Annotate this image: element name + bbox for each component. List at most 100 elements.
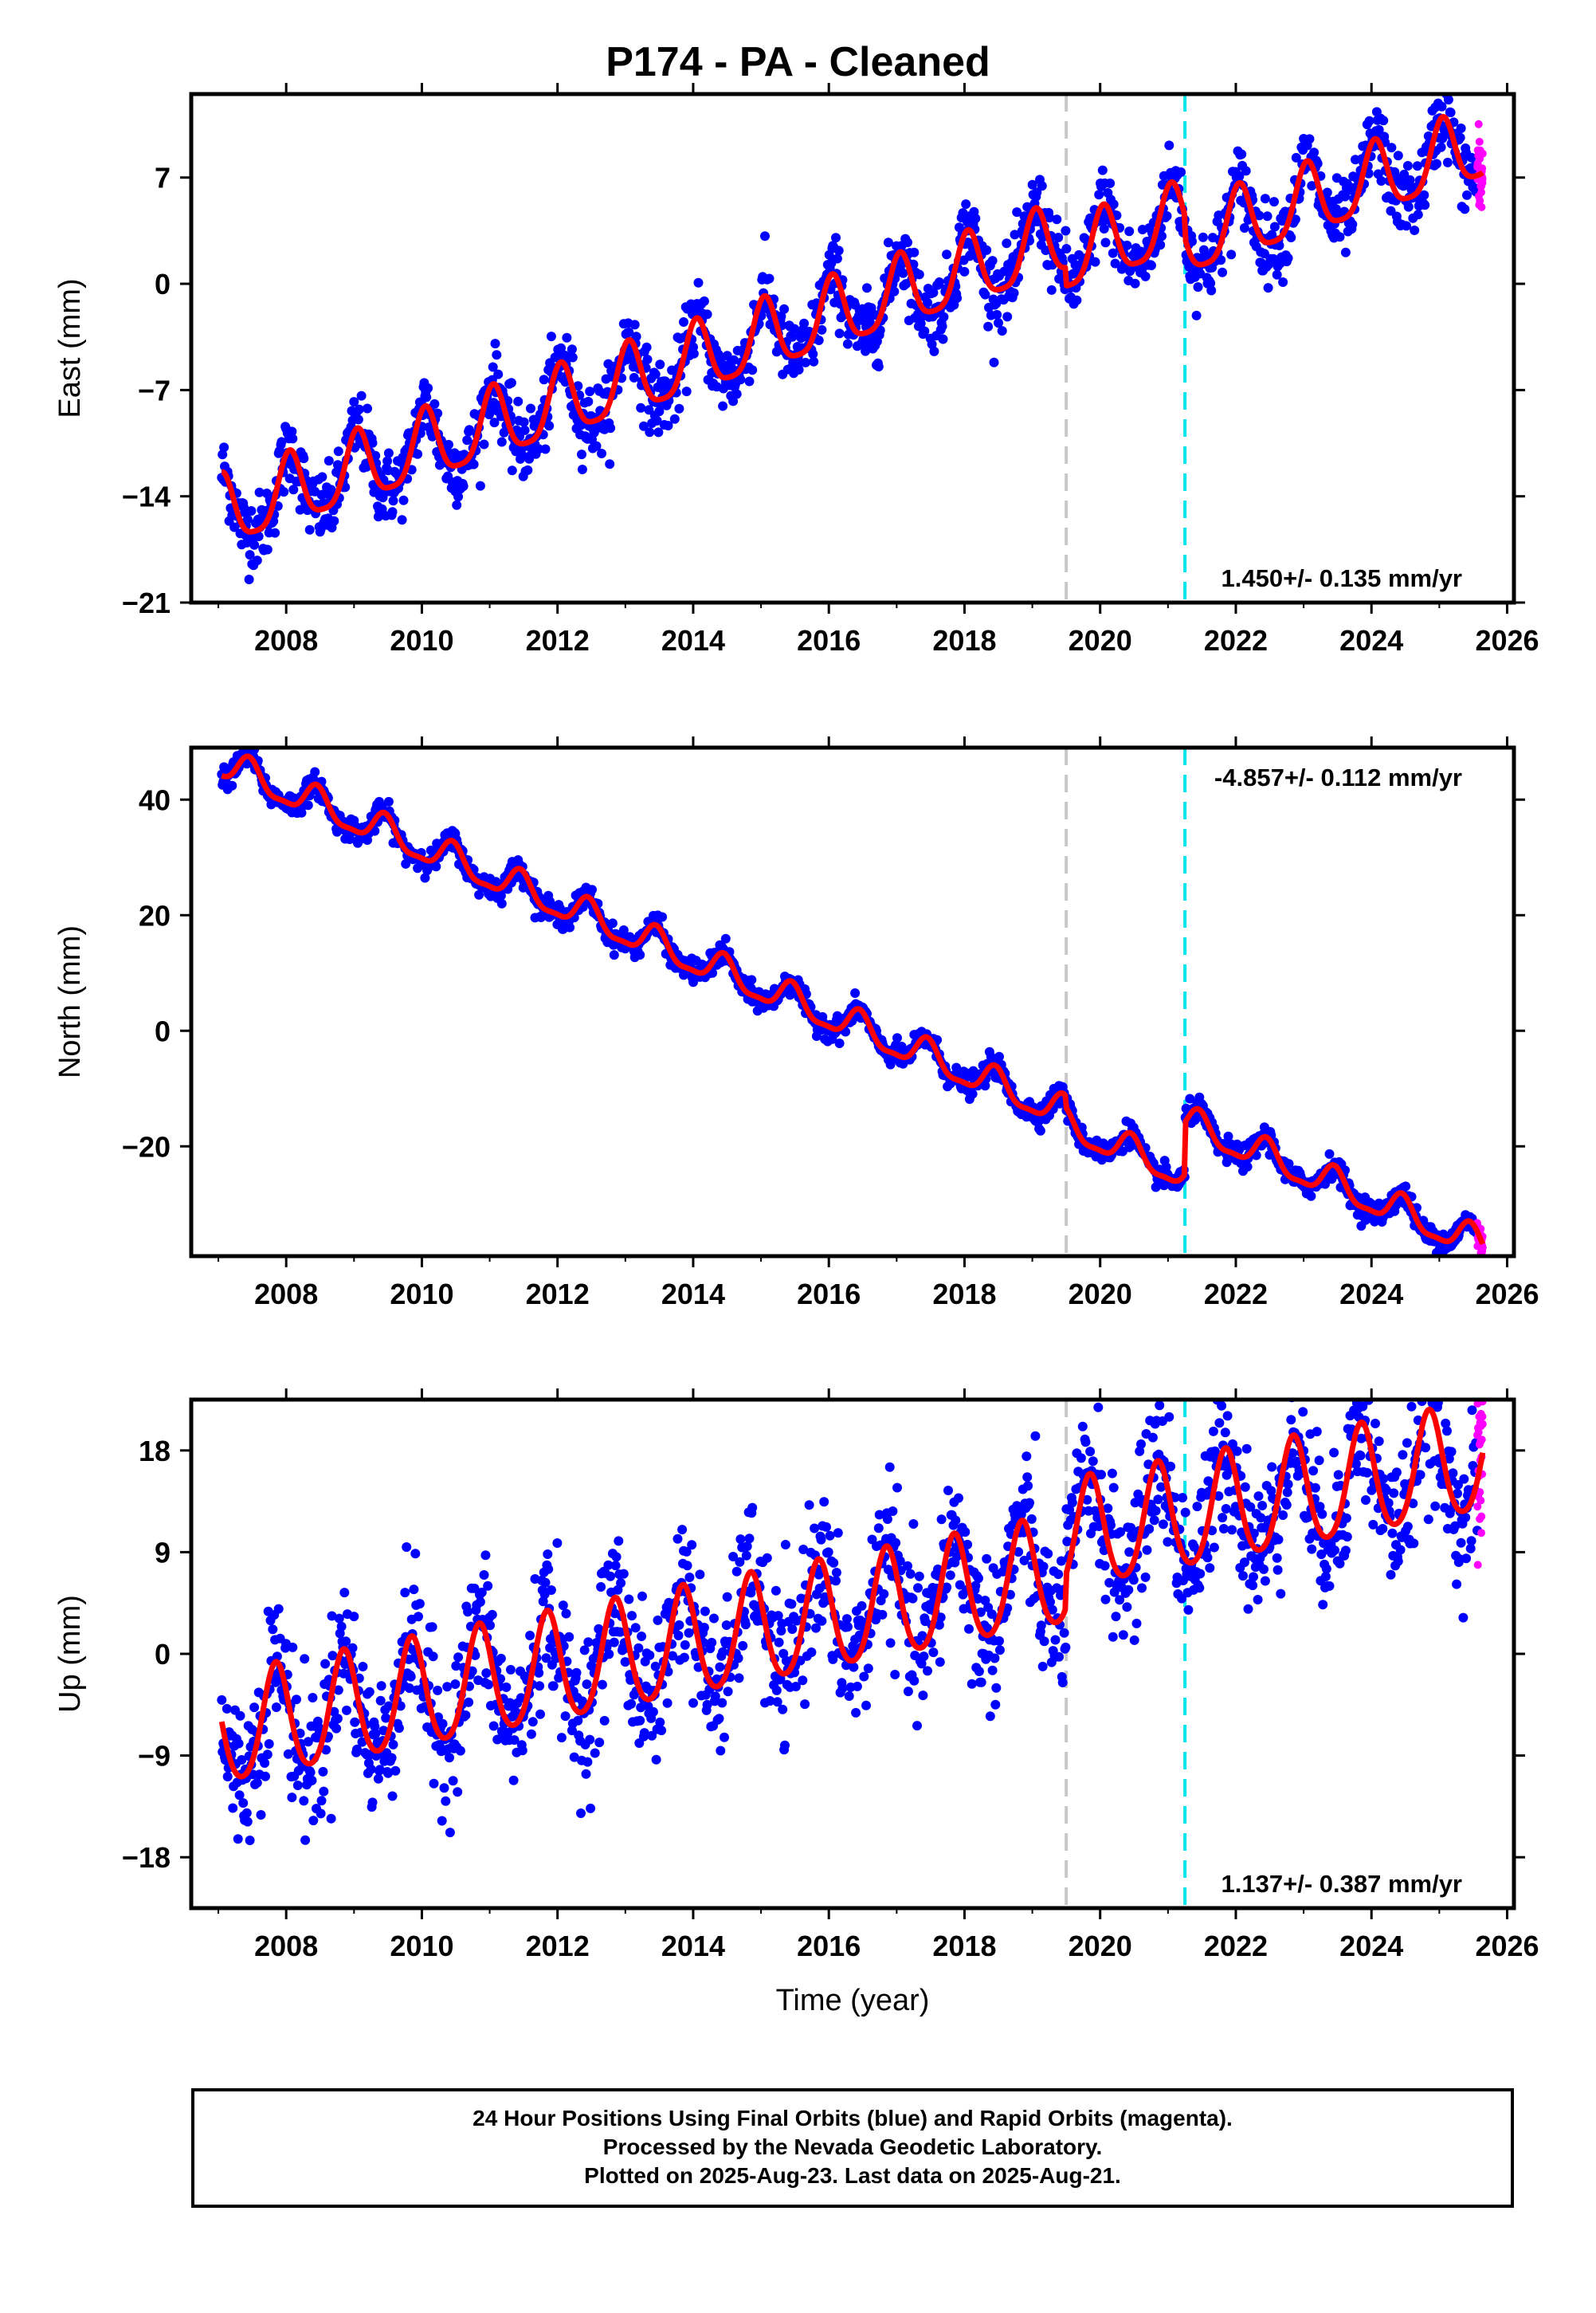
data-point [461,1710,471,1720]
data-point [991,1683,1002,1693]
data-point [1456,124,1466,133]
data-point [376,1681,386,1691]
data-point [414,1612,423,1622]
data-point [654,406,665,417]
data-point [540,1577,551,1588]
data-point [1157,231,1167,242]
data-point [875,325,885,336]
data-point [1460,204,1470,214]
data-point [1237,149,1247,159]
data-point [626,1698,637,1709]
data-point [740,1620,751,1630]
data-point [560,1711,571,1722]
data-point [292,1781,303,1790]
data-point [448,1776,458,1786]
data-point [814,336,824,345]
data-point [535,1709,545,1719]
data-point [587,885,597,895]
data-point [684,1628,694,1638]
data-point [1045,1596,1055,1607]
data-point [254,487,265,497]
data-point [317,472,327,482]
data-point [668,1651,677,1661]
y-axis-label: East (mm) [53,278,87,418]
data-point [1218,1524,1229,1533]
x-tick-label: 2018 [932,624,996,657]
data-point [822,1522,831,1532]
rapid-point [1478,164,1487,173]
data-point [307,1775,317,1785]
data-point [1198,232,1208,242]
data-point [1122,240,1132,250]
data-point [370,1722,380,1732]
data-point [1278,277,1288,287]
data-point [816,1534,826,1545]
data-point [409,1585,419,1595]
data-point [657,1726,667,1736]
y-tick-label: 7 [155,162,171,194]
panel-up: 2008 2010 2012 2014 2016 2018 2020 2022 2024 2026… [53,1388,1539,2017]
data-point [508,1775,519,1785]
data-point [912,1721,922,1731]
data-point [1214,1491,1224,1501]
data-point [1023,1481,1033,1491]
data-point [349,397,359,407]
data-point [509,1735,520,1746]
data-point [1164,1412,1174,1422]
data-point [546,1585,556,1595]
data-point [716,1746,726,1756]
data-point [455,1746,465,1756]
data-point [954,1493,963,1503]
data-point [422,392,432,403]
data-point [723,1687,733,1697]
data-point [1072,295,1082,305]
data-point [1111,1612,1121,1622]
data-point [524,454,535,464]
data-point [808,349,818,359]
data-point [833,245,844,256]
data-point [983,321,994,332]
data-point [410,1549,421,1559]
data-point [1037,181,1047,191]
data-point [413,449,423,459]
data-point [913,1583,923,1593]
data-point [903,1561,912,1571]
data-point [762,1553,772,1563]
data-point [1262,211,1272,222]
data-point [780,1540,790,1549]
data-point [371,1729,381,1739]
data-point [1267,230,1277,240]
data-point [326,1813,336,1824]
data-point [234,1790,245,1801]
data-point [552,1538,563,1548]
data-point [1099,224,1109,234]
data-point [909,1675,920,1686]
data-point [534,1667,544,1678]
data-point [994,1645,1005,1655]
data-point [938,334,948,344]
data-point [1035,1125,1045,1136]
data-point [655,359,665,370]
data-point [760,231,770,242]
data-point [1269,222,1280,232]
data-point [747,1502,758,1513]
data-point [1403,202,1414,212]
data-point [341,1636,351,1647]
data-point [327,1651,338,1661]
y-tick-label: 20 [139,899,171,932]
data-point [742,1541,752,1552]
data-point [1108,199,1119,210]
data-point [1144,1524,1155,1534]
data-point [633,1643,644,1653]
data-point [381,1713,391,1723]
data-point [320,1659,331,1669]
data-point [543,1549,553,1559]
data-point [609,950,619,960]
data-point [735,375,746,385]
data-point [1370,1216,1380,1227]
data-point [624,327,634,337]
data-point [535,1681,545,1691]
data-point [1080,1437,1091,1447]
data-point [383,1768,393,1778]
data-point [358,1662,368,1671]
